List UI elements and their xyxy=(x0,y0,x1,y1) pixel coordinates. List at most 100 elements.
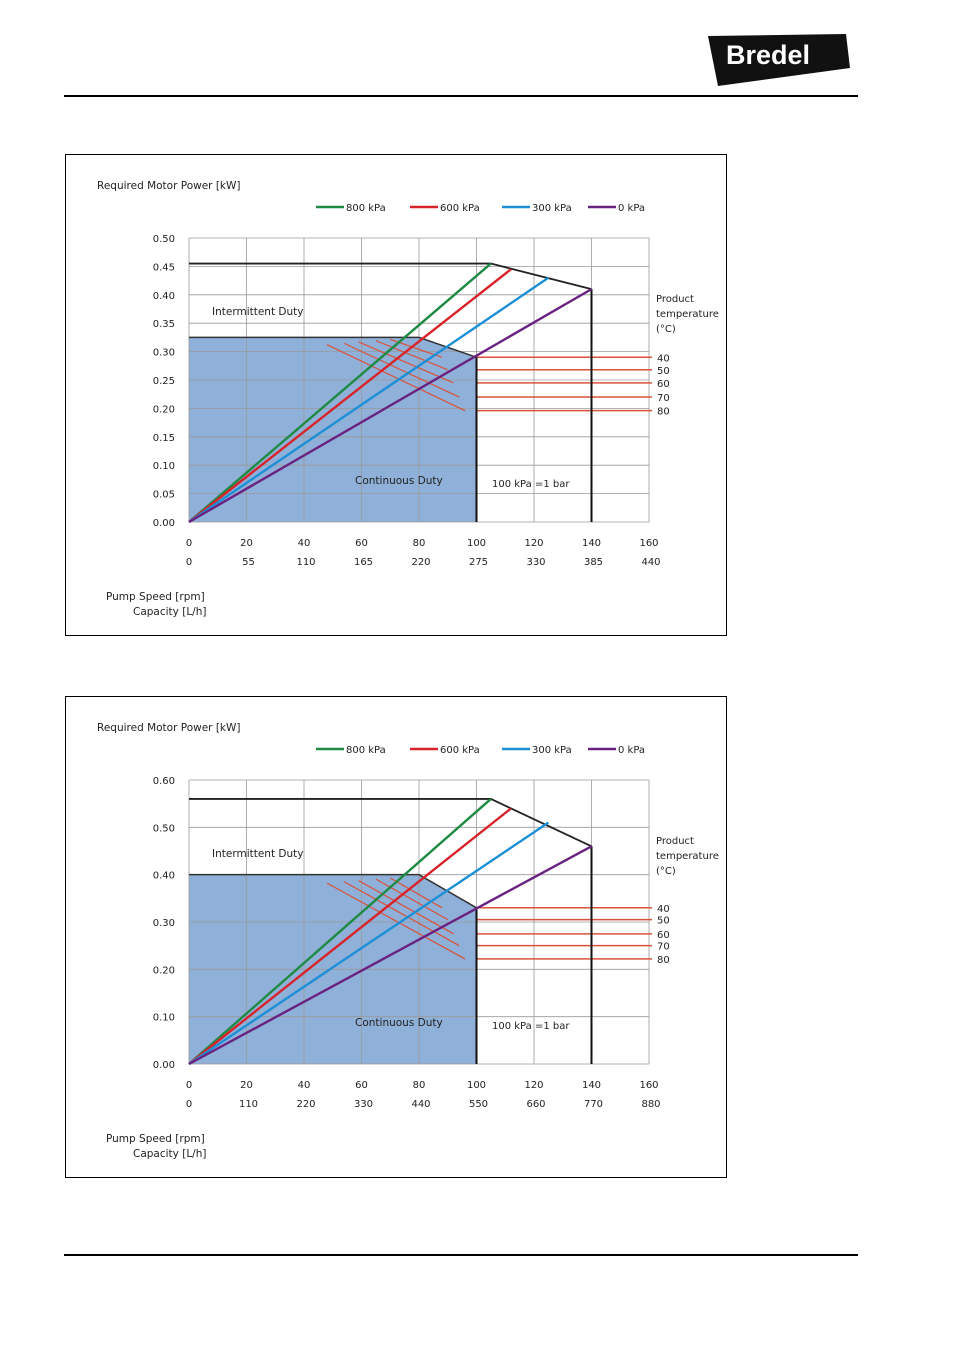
y-tick-label: 0.50 xyxy=(153,823,175,834)
derating-line xyxy=(358,341,454,384)
legend-label: 300 kPa xyxy=(532,745,572,756)
temperature-title: temperature xyxy=(656,309,719,320)
x-tick-label: 40 xyxy=(298,538,311,549)
y-tick-label: 0.25 xyxy=(153,376,175,387)
chart-panel-2: Required Motor Power [kW] 800 kPa 600 kPa 3… xyxy=(65,696,727,1178)
x2-tick-label: 165 xyxy=(354,557,373,568)
x-tick-label: 120 xyxy=(524,1080,543,1091)
temperature-level-label: 40 xyxy=(657,353,670,364)
logo-badge xyxy=(708,34,850,86)
x-axis-label: Pump Speed [rpm] xyxy=(106,591,205,603)
series-line xyxy=(188,807,512,1065)
x-tick-label: 160 xyxy=(639,1080,658,1091)
derating-line xyxy=(343,881,460,947)
continuous-limit-line xyxy=(189,873,477,909)
pressure-note: 100 kPa =1 bar xyxy=(492,1021,570,1032)
x2-tick-label: 330 xyxy=(354,1099,373,1110)
x2-tick-label: 330 xyxy=(526,557,545,568)
max-power-line xyxy=(189,798,592,848)
x2-tick-label: 660 xyxy=(526,1099,545,1110)
intermittent-duty-label: Intermittent Duty xyxy=(212,848,303,860)
temperature-title: (°C) xyxy=(656,866,676,877)
x-tick-label: 60 xyxy=(355,538,368,549)
temperature-title: (°C) xyxy=(656,324,676,335)
derating-line xyxy=(375,340,448,371)
temperature-level-label: 80 xyxy=(657,955,670,966)
temperature-level-label: 50 xyxy=(657,366,670,377)
x-tick-label: 20 xyxy=(240,538,253,549)
temperature-title: Product xyxy=(656,836,694,847)
series-line xyxy=(188,262,492,523)
x-tick-label: 120 xyxy=(524,538,543,549)
x2-tick-label: 220 xyxy=(296,1099,315,1110)
x2-tick-label: 220 xyxy=(411,557,430,568)
x2-tick-label: 55 xyxy=(242,557,255,568)
temperature-level-label: 80 xyxy=(657,407,670,418)
legend-label: 600 kPa xyxy=(440,745,480,756)
y-tick-label: 0.30 xyxy=(153,348,175,359)
series-line xyxy=(188,288,593,524)
x-tick-label: 140 xyxy=(582,538,601,549)
temperature-level-label: 50 xyxy=(657,916,670,927)
x2-tick-label: 550 xyxy=(469,1099,488,1110)
x2-tick-label: 770 xyxy=(584,1099,603,1110)
temperature-level-label: 70 xyxy=(657,393,670,404)
intermittent-duty-label: Intermittent Duty xyxy=(212,306,303,318)
x2-tick-label: 110 xyxy=(239,1099,258,1110)
legend-label: 300 kPa xyxy=(532,203,572,214)
legend-label: 800 kPa xyxy=(346,745,386,756)
temperature-title: temperature xyxy=(656,851,719,862)
continuous-duty-area xyxy=(189,337,477,522)
y-tick-label: 0.30 xyxy=(153,918,175,929)
y-tick-label: 0.35 xyxy=(153,319,175,330)
pressure-note: 100 kPa =1 bar xyxy=(492,479,570,490)
chart-panel-1: Required Motor Power [kW] 800 kPa 600 kPa 3… xyxy=(65,154,727,636)
x-tick-label: 100 xyxy=(467,1080,486,1091)
y-tick-label: 0.00 xyxy=(153,1060,175,1071)
y-tick-label: 0.60 xyxy=(153,776,175,787)
y-tick-label: 0.45 xyxy=(153,262,175,273)
x2-axis-label: Capacity [L/h] xyxy=(133,1148,206,1160)
x-tick-label: 140 xyxy=(582,1080,601,1091)
derating-line xyxy=(326,882,466,960)
x-tick-label: 0 xyxy=(186,538,192,549)
x2-tick-label: 440 xyxy=(411,1099,430,1110)
y-tick-label: 0.50 xyxy=(153,234,175,245)
logo-text: Bredel xyxy=(726,40,810,70)
continuous-duty-label: Continuous Duty xyxy=(355,1017,443,1029)
legend-label: 600 kPa xyxy=(440,203,480,214)
derating-line xyxy=(375,878,449,921)
x-tick-label: 20 xyxy=(240,1080,253,1091)
header-rule xyxy=(64,95,858,97)
y-tick-label: 0.10 xyxy=(153,1013,175,1024)
y-tick-label: 0.00 xyxy=(153,518,175,529)
temperature-title: Product xyxy=(656,294,694,305)
x-tick-label: 80 xyxy=(413,1080,426,1091)
series-line xyxy=(188,268,512,523)
bredel-logo: Bredel xyxy=(708,34,850,86)
y-tick-label: 0.20 xyxy=(153,965,175,976)
series-line xyxy=(188,276,550,523)
x-tick-label: 60 xyxy=(355,1080,368,1091)
derating-line xyxy=(358,880,454,935)
legend-label: 0 kPa xyxy=(618,203,645,214)
x-tick-label: 160 xyxy=(639,538,658,549)
y-tick-label: 0.40 xyxy=(153,291,175,302)
x-tick-label: 100 xyxy=(467,538,486,549)
chart-title: Required Motor Power [kW] xyxy=(97,722,241,734)
derating-line xyxy=(326,344,466,412)
derating-line xyxy=(389,877,443,909)
x2-tick-label: 110 xyxy=(296,557,315,568)
temperature-level-label: 70 xyxy=(657,942,670,953)
x-tick-label: 80 xyxy=(413,538,426,549)
x2-tick-label: 880 xyxy=(641,1099,660,1110)
max-power-line xyxy=(189,262,592,290)
x2-tick-label: 0 xyxy=(186,1099,192,1110)
y-tick-label: 0.40 xyxy=(153,871,175,882)
derating-line xyxy=(343,342,460,398)
y-tick-label: 0.15 xyxy=(153,433,175,444)
temperature-level-label: 60 xyxy=(657,379,670,390)
x2-axis-label: Capacity [L/h] xyxy=(133,606,206,618)
y-tick-label: 0.20 xyxy=(153,404,175,415)
legend-label: 800 kPa xyxy=(346,203,386,214)
